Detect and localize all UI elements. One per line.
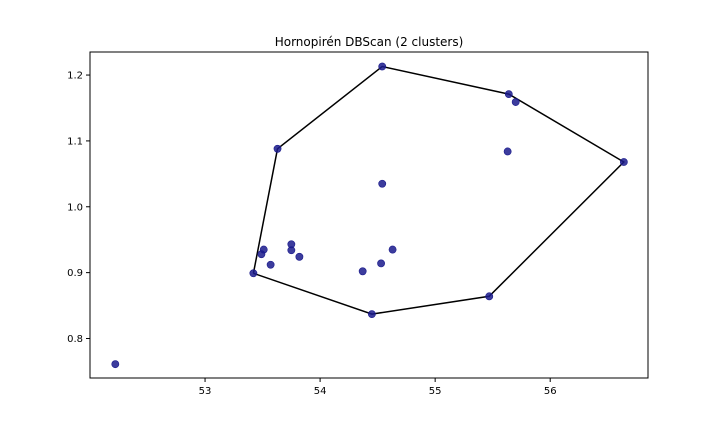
data-point (377, 259, 385, 268)
chart-title: Hornopirén DBScan (2 clusters) (275, 35, 464, 49)
x-tick-label: 56 (544, 386, 557, 397)
x-tick-label: 54 (314, 386, 327, 397)
data-point (378, 62, 387, 71)
y-tick-label: 1.2 (67, 71, 83, 82)
plot-area (89, 51, 649, 379)
y-axis: 0.8 0.9 1.0 1.1 1.2 (67, 71, 90, 345)
data-point (378, 179, 387, 188)
y-tick-label: 1.0 (67, 202, 83, 213)
data-point (388, 245, 397, 254)
data-point (367, 310, 376, 319)
data-point (503, 147, 512, 156)
hull-line (252, 65, 626, 315)
data-point (287, 246, 296, 255)
data-point (358, 267, 367, 276)
y-tick-label: 0.9 (67, 268, 83, 279)
cluster-hull (252, 65, 626, 315)
data-point (485, 292, 494, 301)
x-axis: 53 54 55 56 (199, 378, 557, 397)
x-tick-label: 53 (199, 386, 212, 397)
data-point (266, 260, 275, 269)
data-point (619, 158, 628, 166)
data-point (504, 90, 513, 99)
data-point (249, 269, 258, 278)
x-tick-label: 55 (429, 386, 442, 397)
y-tick-label: 1.1 (67, 136, 83, 147)
data-point (259, 245, 268, 254)
data-points (111, 62, 628, 369)
y-tick-label: 0.8 (67, 334, 83, 345)
data-point (111, 360, 120, 369)
data-point (273, 144, 282, 153)
data-point (511, 98, 520, 106)
data-point (295, 252, 304, 261)
